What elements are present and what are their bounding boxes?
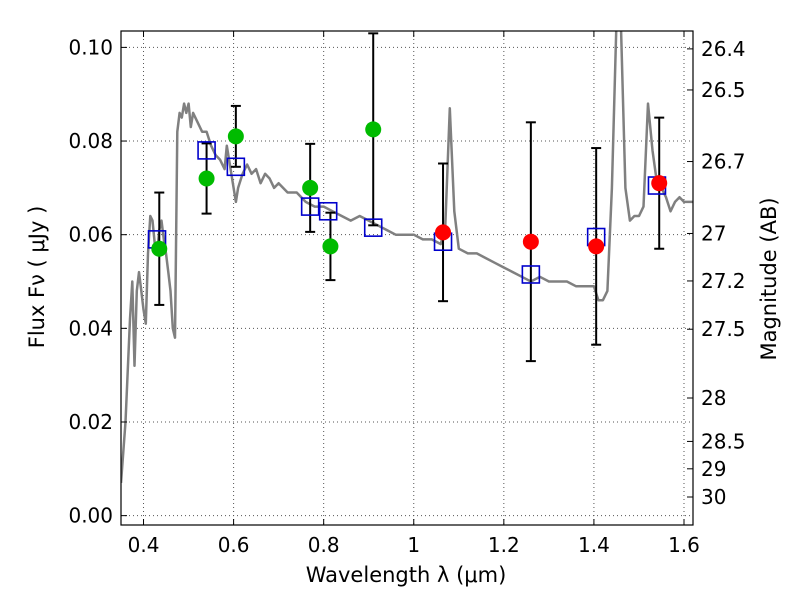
magnitude-tick-label: 27 [701, 221, 726, 245]
right-axis-title: Magnitude (AB) [757, 197, 781, 360]
magnitude-tick-label: 26.5 [701, 78, 746, 102]
plot-frame [120, 30, 694, 526]
observed-point-green [302, 179, 319, 196]
magnitude-tick-labels: 26.4 26.5 26.7 27 27.2 27.5 28 28.5 29 30 [701, 37, 746, 509]
magnitude-tick-label: 28.5 [701, 429, 746, 453]
magnitude-tick-label: 27.2 [701, 269, 746, 293]
observed-point-green [322, 238, 339, 255]
observed-point-red [651, 175, 668, 192]
model-photometry-square [363, 218, 383, 237]
magnitude-tick-label: 30 [701, 485, 726, 509]
x-tick-label: 1.2 [488, 533, 520, 557]
magnitude-tick-label: 27.5 [701, 317, 746, 341]
observed-point-red [435, 224, 452, 241]
magnitude-tick-label: 26.4 [701, 37, 746, 61]
model-photometry-square [197, 141, 216, 160]
model-photometry-square [521, 265, 541, 284]
observed-point-green [365, 121, 382, 138]
spectrum-layer [121, 31, 693, 483]
model-spectrum-line [121, 31, 693, 483]
y-tick-label: 0.04 [68, 316, 113, 340]
magnitude-tick-label: 26.7 [701, 150, 746, 174]
y-tick-label: 0.10 [68, 35, 113, 59]
y-tick-label: 0.06 [68, 223, 113, 247]
observed-point-red [522, 233, 539, 250]
x-tick-label: 1.6 [668, 533, 700, 557]
y-axis-title: Flux Fν ( μJy ) [25, 206, 49, 349]
observed-point-green [151, 240, 168, 257]
error-bars [154, 32, 665, 363]
y-tick-label: 0.08 [68, 129, 113, 153]
axis-ticks [121, 31, 693, 525]
x-axis-title: Wavelength λ (μm) [306, 563, 507, 587]
observed-point-red [588, 238, 605, 255]
x-tick-label: 0.6 [218, 533, 250, 557]
magnitude-tick-label: 28 [701, 386, 726, 410]
observed-point-green [198, 170, 215, 187]
model-photometry-square [318, 201, 338, 221]
y-tick-label: 0.02 [68, 410, 113, 434]
x-tick-labels: 0.4 0.6 0.8 1 1.2 1.4 1.6 [128, 533, 700, 557]
model-photometry-square [226, 157, 246, 177]
grid-lines [121, 31, 693, 525]
model-photometry-square [300, 197, 320, 216]
observed-point-green [227, 128, 244, 145]
magnitude-tick-label: 29 [701, 457, 726, 481]
x-tick-label: 0.4 [128, 533, 160, 557]
y-tick-label: 0.00 [68, 504, 113, 528]
x-tick-label: 1.4 [578, 533, 610, 557]
x-tick-label: 0.8 [308, 533, 340, 557]
observed-points [151, 121, 668, 257]
y-tick-labels: 0.00 0.02 0.04 0.06 0.08 0.10 [68, 35, 113, 527]
x-tick-label: 1 [407, 533, 420, 557]
